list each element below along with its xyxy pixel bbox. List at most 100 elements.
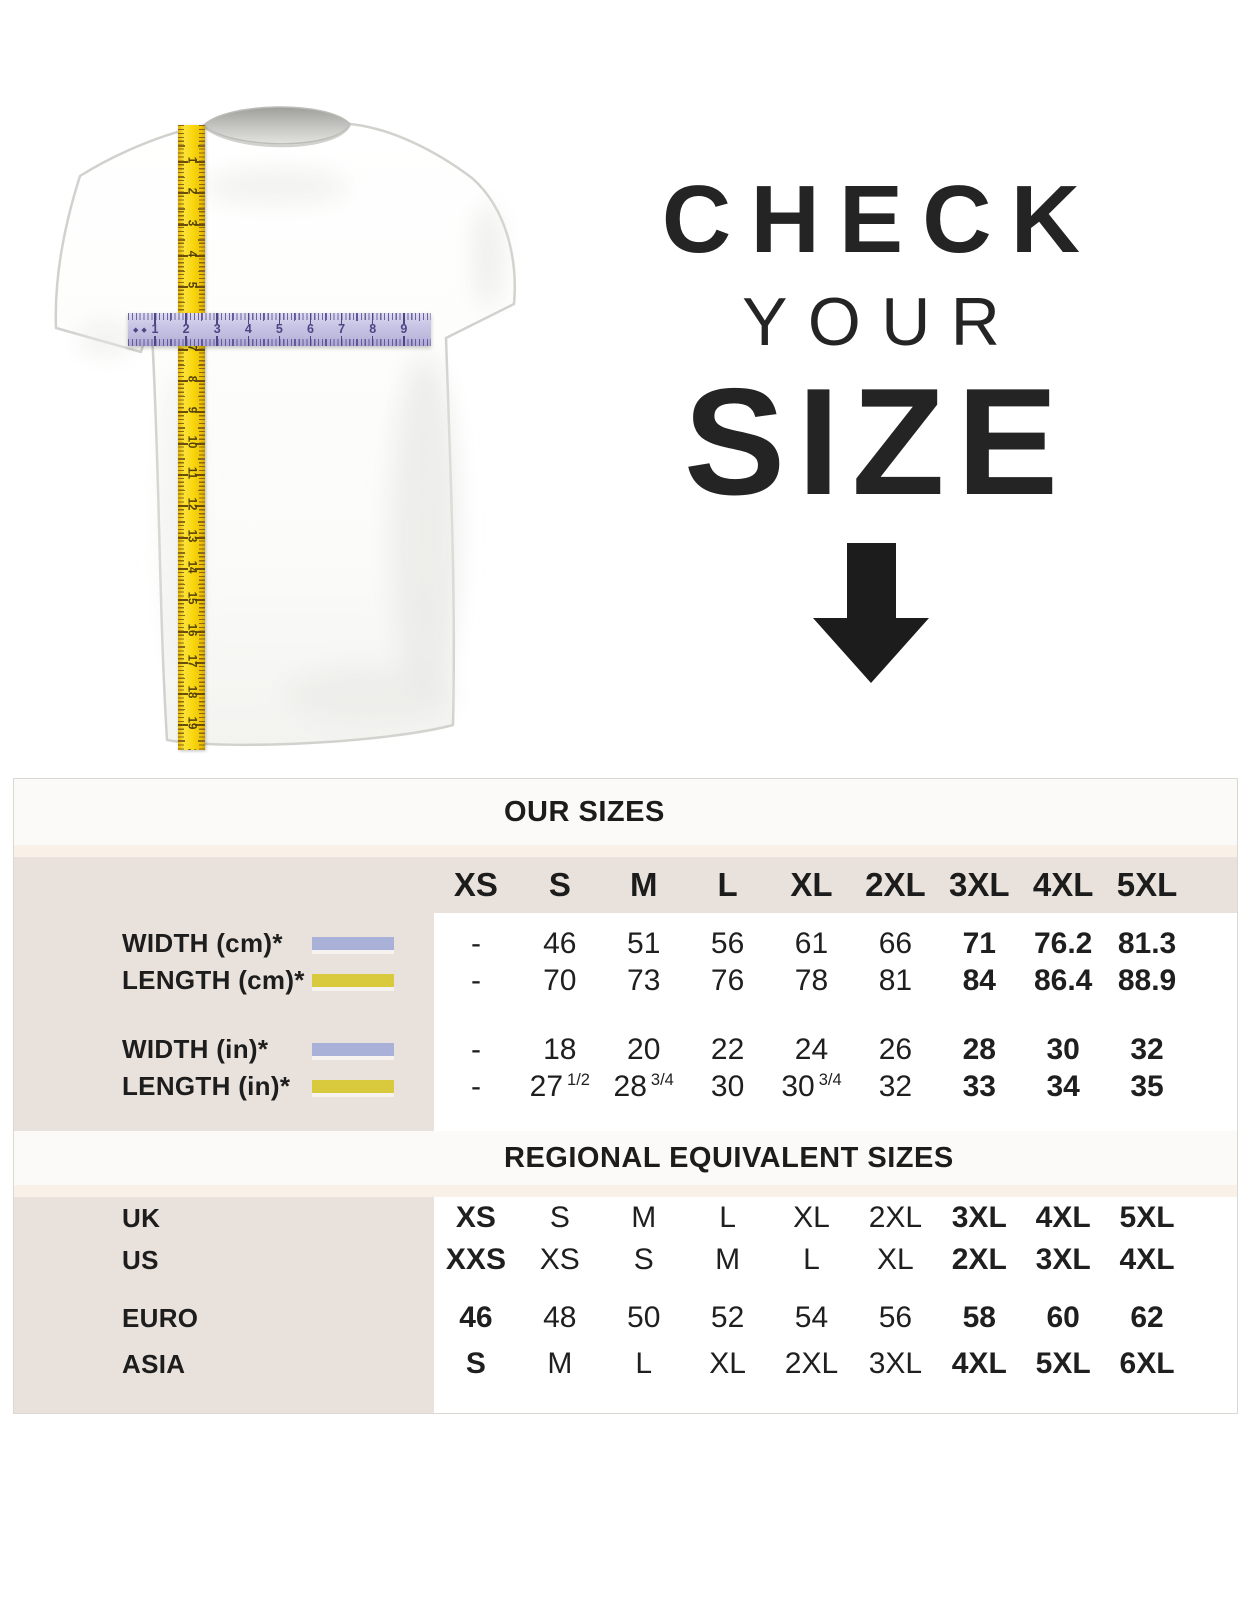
- size-cell: 66: [878, 926, 913, 960]
- tape-number: 1: [185, 156, 198, 164]
- tape-unit-tick: [178, 599, 188, 602]
- tape-half-tick: [178, 270, 185, 273]
- tape-half-tick: [198, 708, 205, 711]
- ruler-half-tick: [387, 313, 389, 321]
- size-cell: 32: [878, 1069, 913, 1103]
- tape-half-tick: [178, 521, 185, 523]
- size-cell: 20: [627, 1032, 661, 1066]
- fraction: 3/4: [818, 1070, 842, 1089]
- row-label-cell: LENGTH (in)*: [14, 1068, 434, 1105]
- size-cell: S: [465, 1347, 486, 1380]
- size-cell: 58: [962, 1301, 996, 1334]
- tape-half-tick: [178, 427, 185, 429]
- size-header-5xl: 5XL: [1116, 866, 1178, 903]
- size-table: OUR SIZES XS S M L XL 2XL 3XL 4XL 5XL WIDTH (cm)…: [13, 778, 1238, 1414]
- size-cell: 34: [1046, 1069, 1080, 1103]
- size-cell: 48: [543, 1301, 577, 1334]
- size-cell: 18: [543, 1032, 577, 1066]
- table-row-length-in-: LENGTH (in)* - 27 1/2 28 3/4 30 30 3/4 32 33 34 35: [14, 1068, 1237, 1105]
- ruler-unit-tick: [371, 336, 374, 346]
- tape-number: 17: [185, 654, 198, 668]
- size-cell: M: [715, 1243, 741, 1276]
- size-cell: 76.2: [1033, 926, 1093, 960]
- ruler-number: 8: [369, 322, 377, 336]
- size-cell: S: [633, 1243, 654, 1276]
- tshirt-collar: [201, 106, 351, 145]
- tape-half-tick: [198, 740, 205, 742]
- tape-half-tick: [198, 614, 205, 617]
- gap: [14, 999, 1237, 1031]
- tape-number: 5: [185, 281, 198, 289]
- measure-color-swatch: [312, 1043, 394, 1056]
- size-cell: 26: [878, 1032, 913, 1066]
- row-label-cell: WIDTH (in)*: [14, 1031, 434, 1068]
- size-cell: L: [635, 1347, 653, 1380]
- ruler-half-tick: [169, 313, 171, 321]
- size-cell: 6XL: [1119, 1347, 1175, 1380]
- size-cell: 28 3/4: [613, 1069, 674, 1103]
- tape-number: 13: [185, 529, 198, 542]
- fraction: 1/2: [567, 1070, 590, 1089]
- table-row-width-cm-: WIDTH (cm)* - 46 51 56 61 66 71 76.2 81.3: [14, 925, 1237, 962]
- ruler-unit-tick: [185, 313, 187, 324]
- fraction: 3/4: [650, 1070, 674, 1089]
- ruler-unit-tick: [309, 336, 312, 346]
- size-cell: M: [547, 1347, 573, 1380]
- tape-unit-tick: [195, 161, 205, 163]
- tape-half-tick: [178, 301, 185, 304]
- headline: CHECK YOUR SIZE: [530, 0, 1212, 683]
- tape-unit-tick: [178, 286, 188, 289]
- down-arrow-icon: [813, 543, 929, 683]
- size-cell: 70: [543, 963, 577, 997]
- headline-check: CHECK: [661, 166, 1100, 273]
- tape-half-tick: [178, 208, 185, 210]
- vertical-measuring-tape: 1234567891011121314151617181920: [178, 125, 205, 750]
- ruler-unit-tick: [309, 313, 312, 324]
- tape-unit-tick: [195, 254, 205, 257]
- size-cell: 62: [1130, 1301, 1164, 1334]
- tape-half-tick: [198, 677, 205, 679]
- tape-unit-tick: [195, 474, 205, 476]
- tape-unit-tick: [178, 442, 188, 445]
- ruler-half-tick: [294, 313, 296, 321]
- tape-number: 20: [182, 744, 202, 750]
- size-header-2xl: 2XL: [865, 866, 926, 903]
- regional-rows: UK XS S M L XL 2XL 3XL 4XL 5XL US XXS XS S M L XL 2XL 3XL 4…: [14, 1197, 1237, 1387]
- size-cell: 54: [794, 1301, 829, 1334]
- size-header-l: L: [717, 866, 738, 903]
- table-row-euro: EURO 46 48 50 52 54 56 58 60 62: [14, 1295, 1237, 1341]
- tape-number: 11: [185, 466, 198, 480]
- tape-unit-tick: [195, 536, 205, 539]
- tape-unit-tick: [178, 380, 188, 383]
- ruler-unit-tick: [371, 313, 374, 324]
- tape-number: 16: [185, 623, 198, 636]
- size-cell: 30: [1046, 1032, 1080, 1066]
- tape-half-tick: [198, 458, 205, 460]
- size-cell: 86.4: [1033, 963, 1093, 997]
- size-cell: 32: [1130, 1032, 1164, 1066]
- size-cell: M: [631, 1201, 657, 1234]
- ruler-number: 3: [213, 322, 221, 336]
- row-label: LENGTH (in)*: [122, 1071, 291, 1101]
- size-cell: 76: [710, 963, 745, 997]
- ruler-half-tick: [263, 313, 265, 321]
- tape-unit-tick: [195, 693, 205, 696]
- ruler-unit-tick: [154, 313, 156, 324]
- size-cell: 33: [962, 1069, 996, 1103]
- ruler-half-tick: [263, 339, 265, 346]
- ruler-unit-tick: [216, 336, 218, 346]
- tape-half-tick: [178, 176, 185, 179]
- size-cell: 5XL: [1035, 1347, 1091, 1380]
- size-cell: 4XL: [951, 1347, 1007, 1380]
- size-cell: XXS: [445, 1243, 506, 1276]
- ruler-unit-tick: [247, 336, 250, 346]
- regional-title: REGIONAL EQUIVALENT SIZES: [504, 1141, 954, 1174]
- size-cell: 56: [878, 1301, 913, 1334]
- tape-half-tick: [198, 583, 205, 586]
- ruler-half-tick: [418, 313, 420, 321]
- ruler-half-tick: [356, 313, 358, 321]
- tape-unit-tick: [178, 348, 188, 351]
- tape-unit-tick: [178, 693, 188, 696]
- tape-unit-tick: [195, 724, 205, 727]
